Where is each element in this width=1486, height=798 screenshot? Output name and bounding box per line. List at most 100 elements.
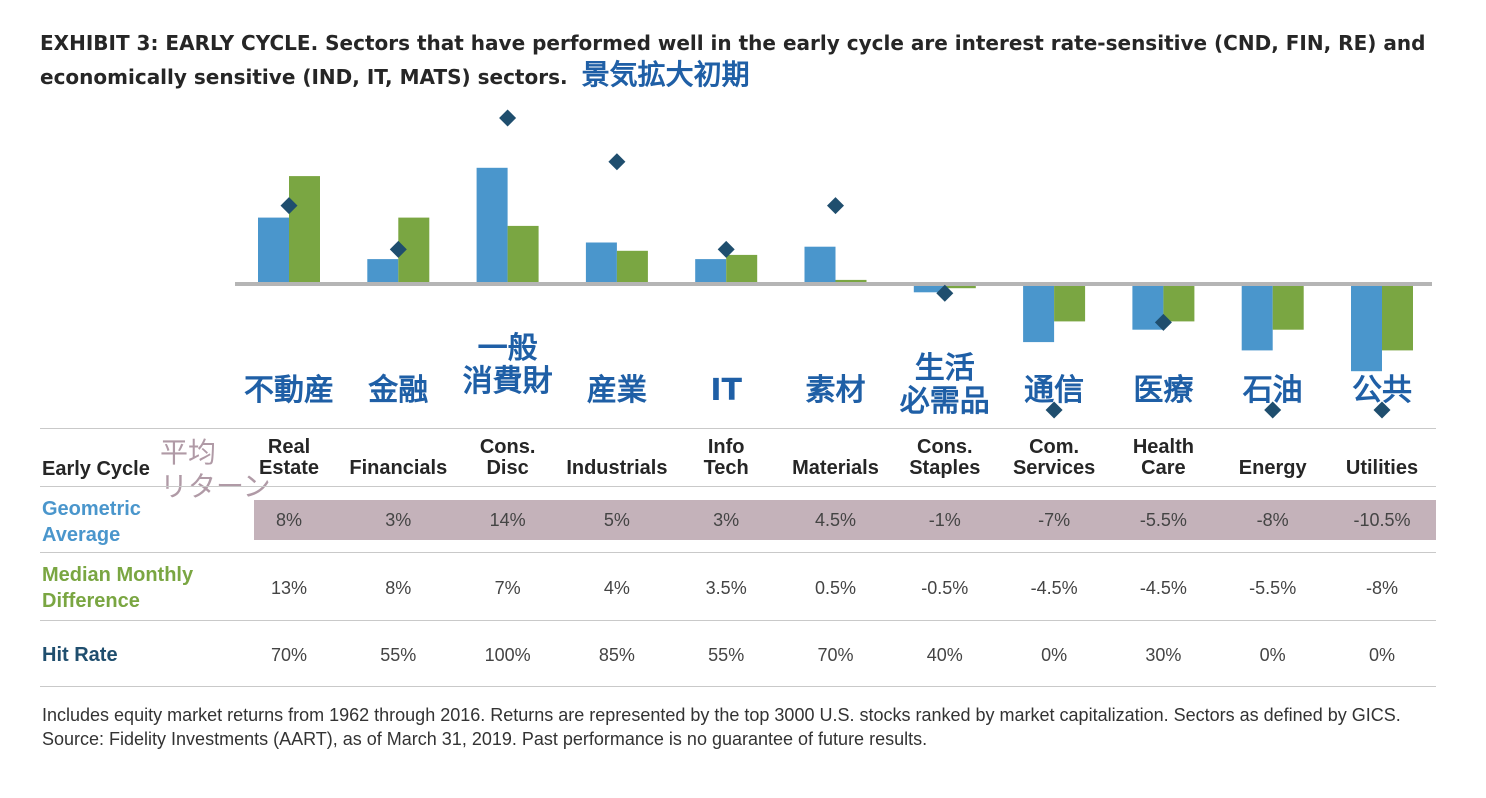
geometric-bar [1023, 284, 1055, 343]
median-cell: -5.5% [1249, 578, 1297, 598]
geometric-cell: 3% [713, 510, 740, 530]
jp-sector-label-line: 金融 [368, 373, 429, 408]
column-header-line: Com. [1029, 436, 1080, 458]
jp-sector-label-line: 産業 [586, 373, 647, 408]
jp-sector-label: 産業 [557, 374, 677, 407]
median-cell: 13% [270, 578, 308, 598]
geometric-cell: 14% [489, 510, 526, 530]
hit-rate-cell: 55% [380, 645, 417, 665]
column-header: Industrials [557, 458, 677, 479]
jp-sector-label-line: 公共 [1352, 373, 1412, 408]
hit-rate-marker [936, 284, 954, 302]
hit-rate-cell: 85% [598, 645, 635, 665]
hit-rate-marker [1045, 401, 1063, 419]
column-header: Utilities [1322, 458, 1442, 479]
column-header: Real Estate [229, 437, 349, 479]
hit-rate-marker [280, 197, 298, 215]
median-row-label: Median Monthly Difference [42, 562, 193, 614]
median-cell: -8% [1365, 578, 1398, 598]
jp-sector-label: 公共 [1322, 374, 1442, 407]
chart-title: EXHIBIT 3: EARLY CYCLE. Sectors that hav… [40, 28, 1460, 93]
hit-rate-marker [608, 153, 626, 171]
geometric-bar [695, 259, 727, 284]
hit-rate-marker [717, 240, 735, 258]
jp-sector-label: 素材 [776, 374, 896, 407]
jp-sector-label-line: IT [710, 373, 742, 408]
geometric-bar [1241, 284, 1273, 351]
hit-rate-cell: 40% [926, 645, 963, 665]
table-top-rule [40, 428, 1436, 429]
column-header-line: Services [1012, 457, 1096, 479]
geometric-cell: 4.5% [814, 510, 857, 530]
geometric-cell: -1% [928, 510, 961, 530]
column-header-line: Tech [703, 457, 749, 479]
hit-rate-marker [827, 197, 844, 215]
median-bar [1054, 284, 1086, 322]
geometric-cell: -8% [1256, 510, 1289, 530]
median-bar [1163, 284, 1195, 322]
hit-rate-marker [389, 240, 407, 258]
hit-rate-cell: 30% [1145, 645, 1182, 665]
table-rule [40, 486, 1436, 487]
jp-sector-label: 不動産 [229, 374, 349, 407]
jp-sector-label: 通信 [994, 374, 1114, 407]
column-header-line: Care [1141, 457, 1186, 479]
jp-sector-label: 医療 [1103, 374, 1223, 407]
column-header: Info Tech [666, 437, 786, 479]
jp-sector-label-line: 医療 [1133, 373, 1194, 408]
column-header-line: Financials [349, 457, 448, 479]
median-cell: -4.5% [1030, 578, 1078, 598]
geometric-bar [1351, 284, 1382, 372]
hit-rate-cell: 100% [484, 645, 531, 665]
early-cycle-label: Early Cycle [42, 458, 150, 480]
geometric-bar [585, 242, 617, 284]
column-header: Cons. Disc [448, 437, 568, 479]
geometric-cell: 3% [385, 510, 412, 530]
column-header: Financials [338, 458, 458, 479]
geometric-row-label: Geometric Average [42, 496, 141, 548]
hit-rate-cell: 55% [708, 645, 745, 665]
jp-sector-label: IT [666, 374, 786, 407]
jp-sector-label-line: 消費財 [462, 364, 553, 399]
table-rule [40, 620, 1436, 621]
geometric-row-label-line: Geometric [42, 498, 141, 520]
table-rule [40, 552, 1436, 553]
median-bar [944, 284, 976, 289]
column-header-line: Estate [258, 457, 320, 479]
column-header-line: Health [1132, 436, 1194, 458]
hit-rate-cell: 0% [1041, 645, 1068, 665]
median-row-label-line: Difference [42, 590, 140, 612]
column-header-line: Cons. [917, 436, 973, 458]
jp-sector-label: 石油 [1213, 374, 1333, 407]
median-bar [726, 254, 758, 284]
median-row-label-line: Median Monthly [42, 564, 194, 586]
column-header: Energy [1213, 458, 1333, 479]
column-header: Com. Services [994, 437, 1114, 479]
hit-rate-cell: 0% [1259, 645, 1286, 665]
chart-plot [235, 109, 1432, 419]
median-bar [1382, 284, 1413, 351]
median-bar [289, 176, 320, 284]
table-bottom-rule [40, 686, 1436, 687]
hit-rate-marker [499, 109, 517, 127]
column-header: Materials [776, 458, 896, 479]
jp-sector-label-line: 生活 [914, 351, 975, 386]
geometric-bar [913, 284, 945, 293]
jp-sector-label-line: 通信 [1024, 373, 1085, 408]
column-header: Health Care [1103, 437, 1223, 479]
column-header: Cons. Staples [885, 437, 1005, 479]
geometric-bar [476, 167, 508, 284]
geometric-row-label-line: Average [42, 524, 121, 546]
column-header-line: Industrials [566, 457, 668, 479]
jp-sector-label-line: 不動産 [244, 373, 334, 408]
jp-sector-label-line: 一般 [477, 331, 538, 366]
geometric-bar [804, 246, 836, 285]
column-header-line: Real [267, 436, 311, 458]
hit-rate-cell: 70% [270, 645, 308, 665]
median-cell: -0.5% [921, 578, 969, 598]
side-note-line1: 平均 [160, 436, 217, 469]
median-bar [616, 250, 648, 284]
median-cell: 3.5% [705, 578, 747, 598]
geometric-cell: 8% [275, 510, 302, 530]
geometric-highlight-band [254, 500, 1436, 540]
